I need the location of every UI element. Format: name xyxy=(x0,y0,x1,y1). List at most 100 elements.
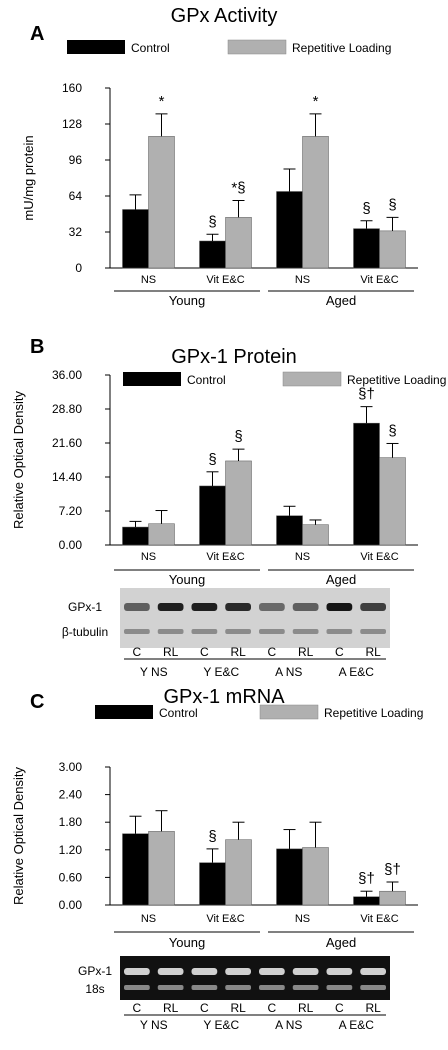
y-tick-label: 0 xyxy=(75,261,82,275)
blot-band xyxy=(292,629,319,634)
group-label: Young xyxy=(169,293,205,308)
legend-label-repetitive-loading: Repetitive Loading xyxy=(324,706,423,720)
legend: Control Repetitive Loading xyxy=(67,39,391,55)
legend-label-repetitive-loading: Repetitive Loading xyxy=(347,373,446,387)
lane-label: RL xyxy=(163,1001,179,1015)
bar-repetitive-loading xyxy=(225,217,252,269)
group-label: Aged xyxy=(326,935,356,950)
legend-swatch-control xyxy=(123,372,181,386)
gel-band xyxy=(360,968,386,975)
lane-label: RL xyxy=(298,645,314,659)
gel-image: C RL C RL C RL C RL GPx-1 18s Y NS Y E&C A NS A E&C xyxy=(78,956,390,1032)
blot-band xyxy=(124,603,150,611)
significance-marker: § xyxy=(208,213,216,230)
gel-band xyxy=(191,968,218,975)
significance-marker: §† xyxy=(384,861,401,878)
y-tick-label: 1.20 xyxy=(59,843,83,857)
blot-row-label: GPx-1 xyxy=(78,964,112,978)
y-tick-label: 21.60 xyxy=(52,436,82,450)
lane-label: C xyxy=(335,1001,344,1015)
legend-label-control: Control xyxy=(159,706,198,720)
bar-control xyxy=(353,422,380,546)
blot-group-label: Y E&C xyxy=(203,665,239,679)
blot-row-label: GPx-1 xyxy=(68,600,102,614)
gel-band xyxy=(124,985,150,990)
gel-band xyxy=(360,985,386,990)
lane-label: C xyxy=(268,645,277,659)
category-label: Vit E&C xyxy=(360,551,398,563)
bar-repetitive-loading xyxy=(302,136,329,269)
blot-band xyxy=(191,603,218,611)
significance-marker: § xyxy=(208,451,216,468)
gel-band xyxy=(225,985,251,990)
blot-row-label: β-tubulin xyxy=(62,625,108,639)
gel-band xyxy=(157,985,184,990)
blot-row-label: 18s xyxy=(85,982,104,996)
chart-title: GPx Activity xyxy=(171,5,278,27)
significance-marker: §† xyxy=(358,386,375,403)
significance-marker: § xyxy=(388,422,396,439)
category-label: Vit E&C xyxy=(206,551,244,563)
gel-band xyxy=(292,968,319,975)
y-axis-label: Relative Optical Density xyxy=(11,391,26,529)
bar-repetitive-loading xyxy=(148,831,175,906)
lane-label: C xyxy=(200,645,209,659)
blot-band xyxy=(292,603,319,611)
y-tick-label: 0.60 xyxy=(59,870,83,884)
y-tick-label: 0.00 xyxy=(59,898,83,912)
blot-band xyxy=(225,603,251,611)
y-tick-label: 32 xyxy=(69,225,83,239)
blot-band xyxy=(124,629,150,634)
bar-repetitive-loading xyxy=(379,890,406,906)
blot-group-label: Y E&C xyxy=(203,1018,239,1032)
gel-band xyxy=(225,968,251,975)
gel-background xyxy=(120,956,390,1000)
blot-group-label: Y NS xyxy=(140,665,168,679)
blot-band xyxy=(326,603,353,611)
bar-control xyxy=(122,209,149,269)
lane-label: RL xyxy=(365,1001,381,1015)
bar-control xyxy=(199,485,226,546)
bar-repetitive-loading xyxy=(302,524,329,546)
bar-control xyxy=(122,833,149,906)
y-tick-label: 96 xyxy=(69,153,83,167)
y-tick-label: 1.80 xyxy=(59,815,83,829)
y-tick-label: 64 xyxy=(69,189,83,203)
lane-label: C xyxy=(268,1001,277,1015)
gel-band xyxy=(326,968,353,975)
significance-marker: * xyxy=(159,93,165,110)
panel-c: GPx-1 mRNA C Control Repetitive Loading 0.00… xyxy=(11,686,423,1032)
bar-control xyxy=(353,228,380,269)
blot-band xyxy=(157,629,184,634)
blot-band xyxy=(360,603,386,611)
y-tick-label: 28.80 xyxy=(52,402,82,416)
gel-band xyxy=(157,968,184,975)
bar-repetitive-loading xyxy=(225,460,252,546)
bar-control xyxy=(276,191,303,269)
lane-label: RL xyxy=(365,645,381,659)
y-tick-label: 3.00 xyxy=(59,760,83,774)
bar-control xyxy=(276,515,303,546)
lane-label: C xyxy=(133,645,142,659)
category-label: Vit E&C xyxy=(360,913,398,925)
lane-label: RL xyxy=(163,645,179,659)
y-tick-label: 36.00 xyxy=(52,368,82,382)
legend-swatch-control xyxy=(95,705,153,719)
bar-repetitive-loading xyxy=(148,523,175,546)
group-label: Aged xyxy=(326,293,356,308)
bar-control xyxy=(276,848,303,906)
blot-band xyxy=(191,629,218,634)
lane-label: RL xyxy=(230,1001,246,1015)
blot-group-label: A E&C xyxy=(339,1018,375,1032)
bar-control xyxy=(122,526,149,546)
gel-band xyxy=(191,985,218,990)
bar-repetitive-loading xyxy=(379,457,406,546)
blot-band xyxy=(259,603,285,611)
lane-label: C xyxy=(200,1001,209,1015)
panel-letter: B xyxy=(30,336,44,358)
panel-a: GPx Activity A Control Repetitive Loading 0 3… xyxy=(21,5,418,308)
category-label: NS xyxy=(141,551,156,563)
western-blot: C RL C RL C RL C RL GPx-1 β-tubulin Y NS Y E&C A NS A… xyxy=(62,588,390,679)
gel-band xyxy=(326,985,353,990)
category-label: NS xyxy=(295,274,310,286)
